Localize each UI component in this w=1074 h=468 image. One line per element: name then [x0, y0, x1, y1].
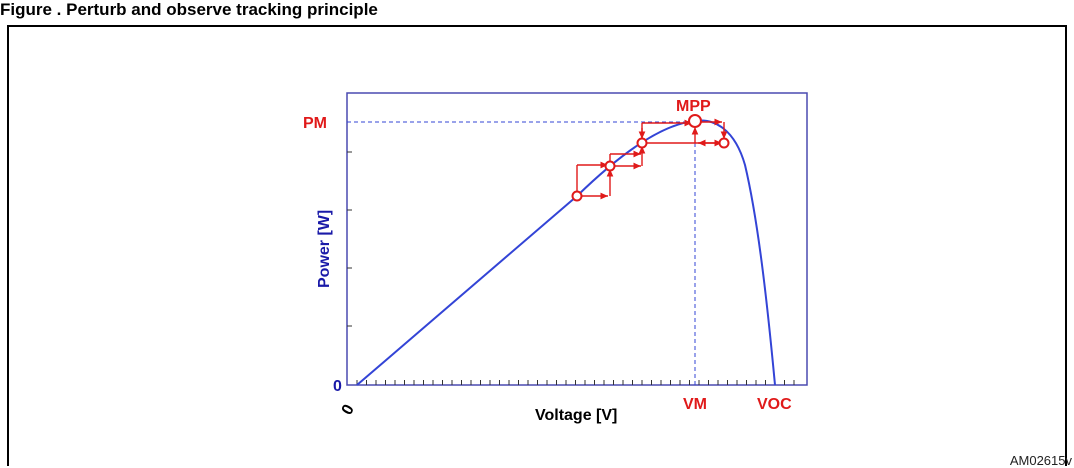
figure-reference: AM02615v — [1009, 453, 1072, 468]
operating-points — [571, 114, 730, 202]
mpp-point — [688, 114, 702, 128]
y-origin-label: 0 — [333, 378, 342, 395]
figure-caption: Figure . Perturb and observe tracking pr… — [0, 0, 378, 19]
operating-point-4 — [718, 137, 730, 149]
operating-point-2 — [604, 160, 616, 172]
y-axis-label: Power [W] — [316, 210, 333, 288]
tracking-steps — [576, 118, 728, 200]
mpp-label: MPP — [676, 98, 711, 115]
x-axis-ticks — [356, 380, 795, 385]
voc-label: VOC — [757, 396, 792, 413]
operating-point-1 — [571, 190, 583, 202]
figure-frame — [7, 25, 1067, 466]
power-voltage-curve — [356, 119, 776, 386]
operating-point-3 — [636, 137, 648, 149]
plot-area — [346, 92, 808, 386]
pm-label: PM — [303, 115, 327, 132]
x-axis-label: Voltage [V] — [535, 407, 617, 424]
y-axis-ticks — [347, 151, 352, 327]
x-origin-label: 0 — [339, 402, 358, 418]
vm-label: VM — [683, 396, 707, 413]
